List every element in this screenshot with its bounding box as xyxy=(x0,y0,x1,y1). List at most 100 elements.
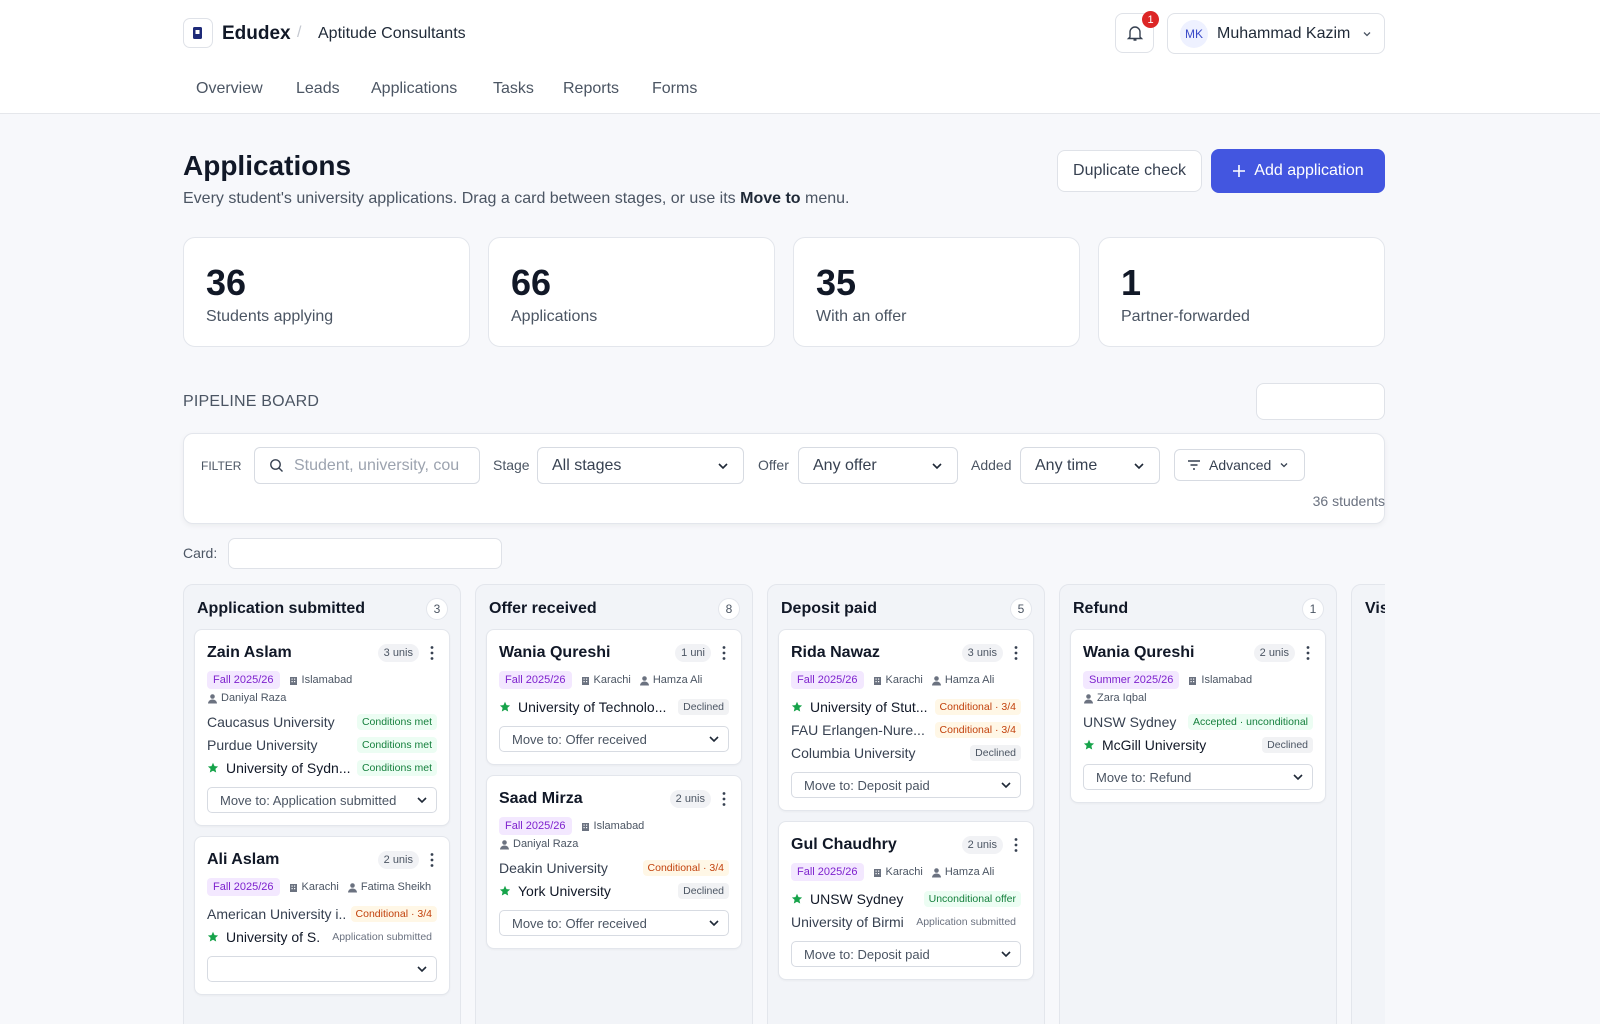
agent-icon xyxy=(499,839,510,850)
agent: Hamza Ali xyxy=(944,674,995,686)
agent: Fatima Sheikh xyxy=(360,881,432,893)
agent-icon-svg xyxy=(931,675,941,685)
stat-value: 1 xyxy=(1121,262,1142,303)
star-icon-svg xyxy=(499,701,511,711)
nav-item[interactable]: Reports xyxy=(563,80,620,97)
bell-icon xyxy=(1126,26,1143,41)
move-select[interactable]: Move to: Refund xyxy=(1083,764,1313,790)
search-box[interactable]: Student, university, cou xyxy=(254,447,480,484)
card-tags: Fall 2025/26 Karachi Fatima Sheikh xyxy=(207,878,437,896)
nav-item[interactable]: Applications xyxy=(371,80,458,97)
city-icon xyxy=(580,675,591,686)
agent-icon xyxy=(931,675,942,686)
move-label: Move to: Offer received xyxy=(512,915,647,931)
nav-item[interactable]: Leads xyxy=(296,80,340,97)
application-card[interactable]: Wania Qureshi 2 unis Summer 2025/26 Islamab… xyxy=(1070,629,1326,803)
stat-label: Partner-forwarded xyxy=(1121,308,1250,325)
top-bar: Edudex / Aptitude Consultants 1 MK Muham… xyxy=(0,0,1600,114)
status-badge: Declined xyxy=(678,698,729,715)
agent-tag: Fatima Sheikh xyxy=(347,881,431,893)
star-icon xyxy=(207,762,219,774)
nav-item[interactable]: Tasks xyxy=(493,80,534,97)
duplicate-check-button[interactable]: Duplicate check xyxy=(1057,150,1202,192)
card-tags: Fall 2025/26 Karachi Hamza Ali xyxy=(791,671,1021,689)
application-card[interactable]: Rida Nawaz 3 unis Fall 2025/26 Karachi Hamza… xyxy=(778,629,1034,811)
advanced-button[interactable]: Advanced xyxy=(1174,449,1305,481)
move-label: Move to: Deposit paid xyxy=(804,946,930,962)
status-badge: Conditions met xyxy=(356,759,437,776)
column-title: Offer received xyxy=(489,600,597,617)
user-name: Muhammad Kazim xyxy=(1217,24,1351,42)
status-badge: Application submitted xyxy=(916,915,1016,928)
card-header: Rida Nawaz 3 unis xyxy=(791,642,1021,664)
card-menu xyxy=(1305,645,1311,661)
star-icon-svg xyxy=(207,931,219,941)
unit-count: 3 unis xyxy=(377,644,419,662)
filter-label: Stage xyxy=(493,457,530,473)
card-menu xyxy=(429,852,435,868)
chevron xyxy=(1363,31,1371,36)
unit-count: 2 unis xyxy=(377,851,419,869)
university-row: Deakin University Conditional · 3/4 xyxy=(499,856,729,879)
stat-card: 1 Partner-forwarded xyxy=(1098,237,1385,347)
application-card[interactable]: Saad Mirza 2 unis Fall 2025/26 Islamabad Dan… xyxy=(486,775,742,949)
application-card[interactable]: Zain Aslam 3 unis Fall 2025/26 Islamabad Dan… xyxy=(194,629,450,826)
city-tag: Islamabad xyxy=(1187,674,1252,686)
column-count: 5 xyxy=(1010,598,1032,620)
agent: Zara Iqbal xyxy=(1097,692,1147,704)
card-menu-svg xyxy=(1014,838,1018,852)
offer-select[interactable]: Any offer xyxy=(798,447,958,484)
page-subtitle: Every student's university applications.… xyxy=(183,190,850,208)
move-select[interactable] xyxy=(207,956,437,982)
university-name: York University xyxy=(518,882,611,899)
university-name: American University i... xyxy=(207,905,345,922)
move-select[interactable]: Move to: Deposit paid xyxy=(791,941,1021,967)
chevron xyxy=(1134,462,1144,469)
stat-value: 66 xyxy=(511,262,552,303)
application-card[interactable]: Ali Aslam 2 unis Fall 2025/26 Karachi Fatima… xyxy=(194,836,450,995)
card-menu xyxy=(1013,837,1019,853)
card-menu xyxy=(721,791,727,807)
city-tag: Karachi xyxy=(872,674,923,686)
user-menu[interactable]: MK Muhammad Kazim xyxy=(1167,13,1385,54)
notifications[interactable]: 1 xyxy=(1115,11,1159,53)
nav-item[interactable]: Overview xyxy=(196,80,263,97)
column-header: Refund 1 xyxy=(1073,597,1324,621)
nav-item[interactable]: Forms xyxy=(652,80,698,97)
card-tags: Summer 2025/26 Islamabad Zara Iqbal xyxy=(1083,671,1313,704)
card-menu-svg xyxy=(430,853,434,867)
stage-select[interactable]: All stages xyxy=(537,447,744,484)
move-select[interactable]: Move to: Deposit paid xyxy=(791,772,1021,798)
stat-label: Students applying xyxy=(206,308,334,325)
university-name: University of Technolo... xyxy=(518,698,667,715)
city-icon-svg xyxy=(289,676,297,685)
star-icon xyxy=(791,701,803,713)
move-select[interactable]: Move to: Offer received xyxy=(499,726,729,752)
university-name: University of Birmi... xyxy=(791,913,906,930)
stat-card: 36 Students applying xyxy=(183,237,470,347)
added-select[interactable]: Any time xyxy=(1020,447,1160,484)
result-count: 36 students xyxy=(1312,493,1385,509)
application-card[interactable]: Wania Qureshi 1 uni Fall 2025/26 Karachi Ham… xyxy=(486,629,742,765)
city: Karachi xyxy=(885,866,923,878)
status-badge: Unconditional offer xyxy=(923,890,1021,907)
unit-count: 1 uni xyxy=(675,644,711,662)
status-badge: Conditions met xyxy=(356,736,437,753)
column-count: 1 xyxy=(1302,598,1324,620)
university-list: Deakin University Conditional · 3/4 York U… xyxy=(499,856,729,902)
student-name: Wania Qureshi xyxy=(499,644,611,661)
university-list: UNSW Sydney Unconditional offer University… xyxy=(791,887,1021,933)
add-application-button[interactable]: Add application xyxy=(1211,149,1385,193)
university-row: University of Stut... Conditional · 3/4 xyxy=(791,695,1021,718)
card-menu xyxy=(721,645,727,661)
move-select[interactable]: Move to: Offer received xyxy=(499,910,729,936)
move-select[interactable]: Move to: Application submitted xyxy=(207,787,437,813)
application-card[interactable]: Gul Chaudhry 2 unis Fall 2025/26 Karachi Ham… xyxy=(778,821,1034,980)
agent-tag: Daniyal Raza xyxy=(499,838,578,850)
status-badge: Conditions met xyxy=(356,713,437,730)
button-label: Add application xyxy=(1254,162,1364,179)
chevron-svg xyxy=(1293,774,1303,781)
logo[interactable] xyxy=(183,18,213,48)
status-badge: Declined xyxy=(678,882,729,899)
university-row: Columbia University Declined xyxy=(791,741,1021,764)
